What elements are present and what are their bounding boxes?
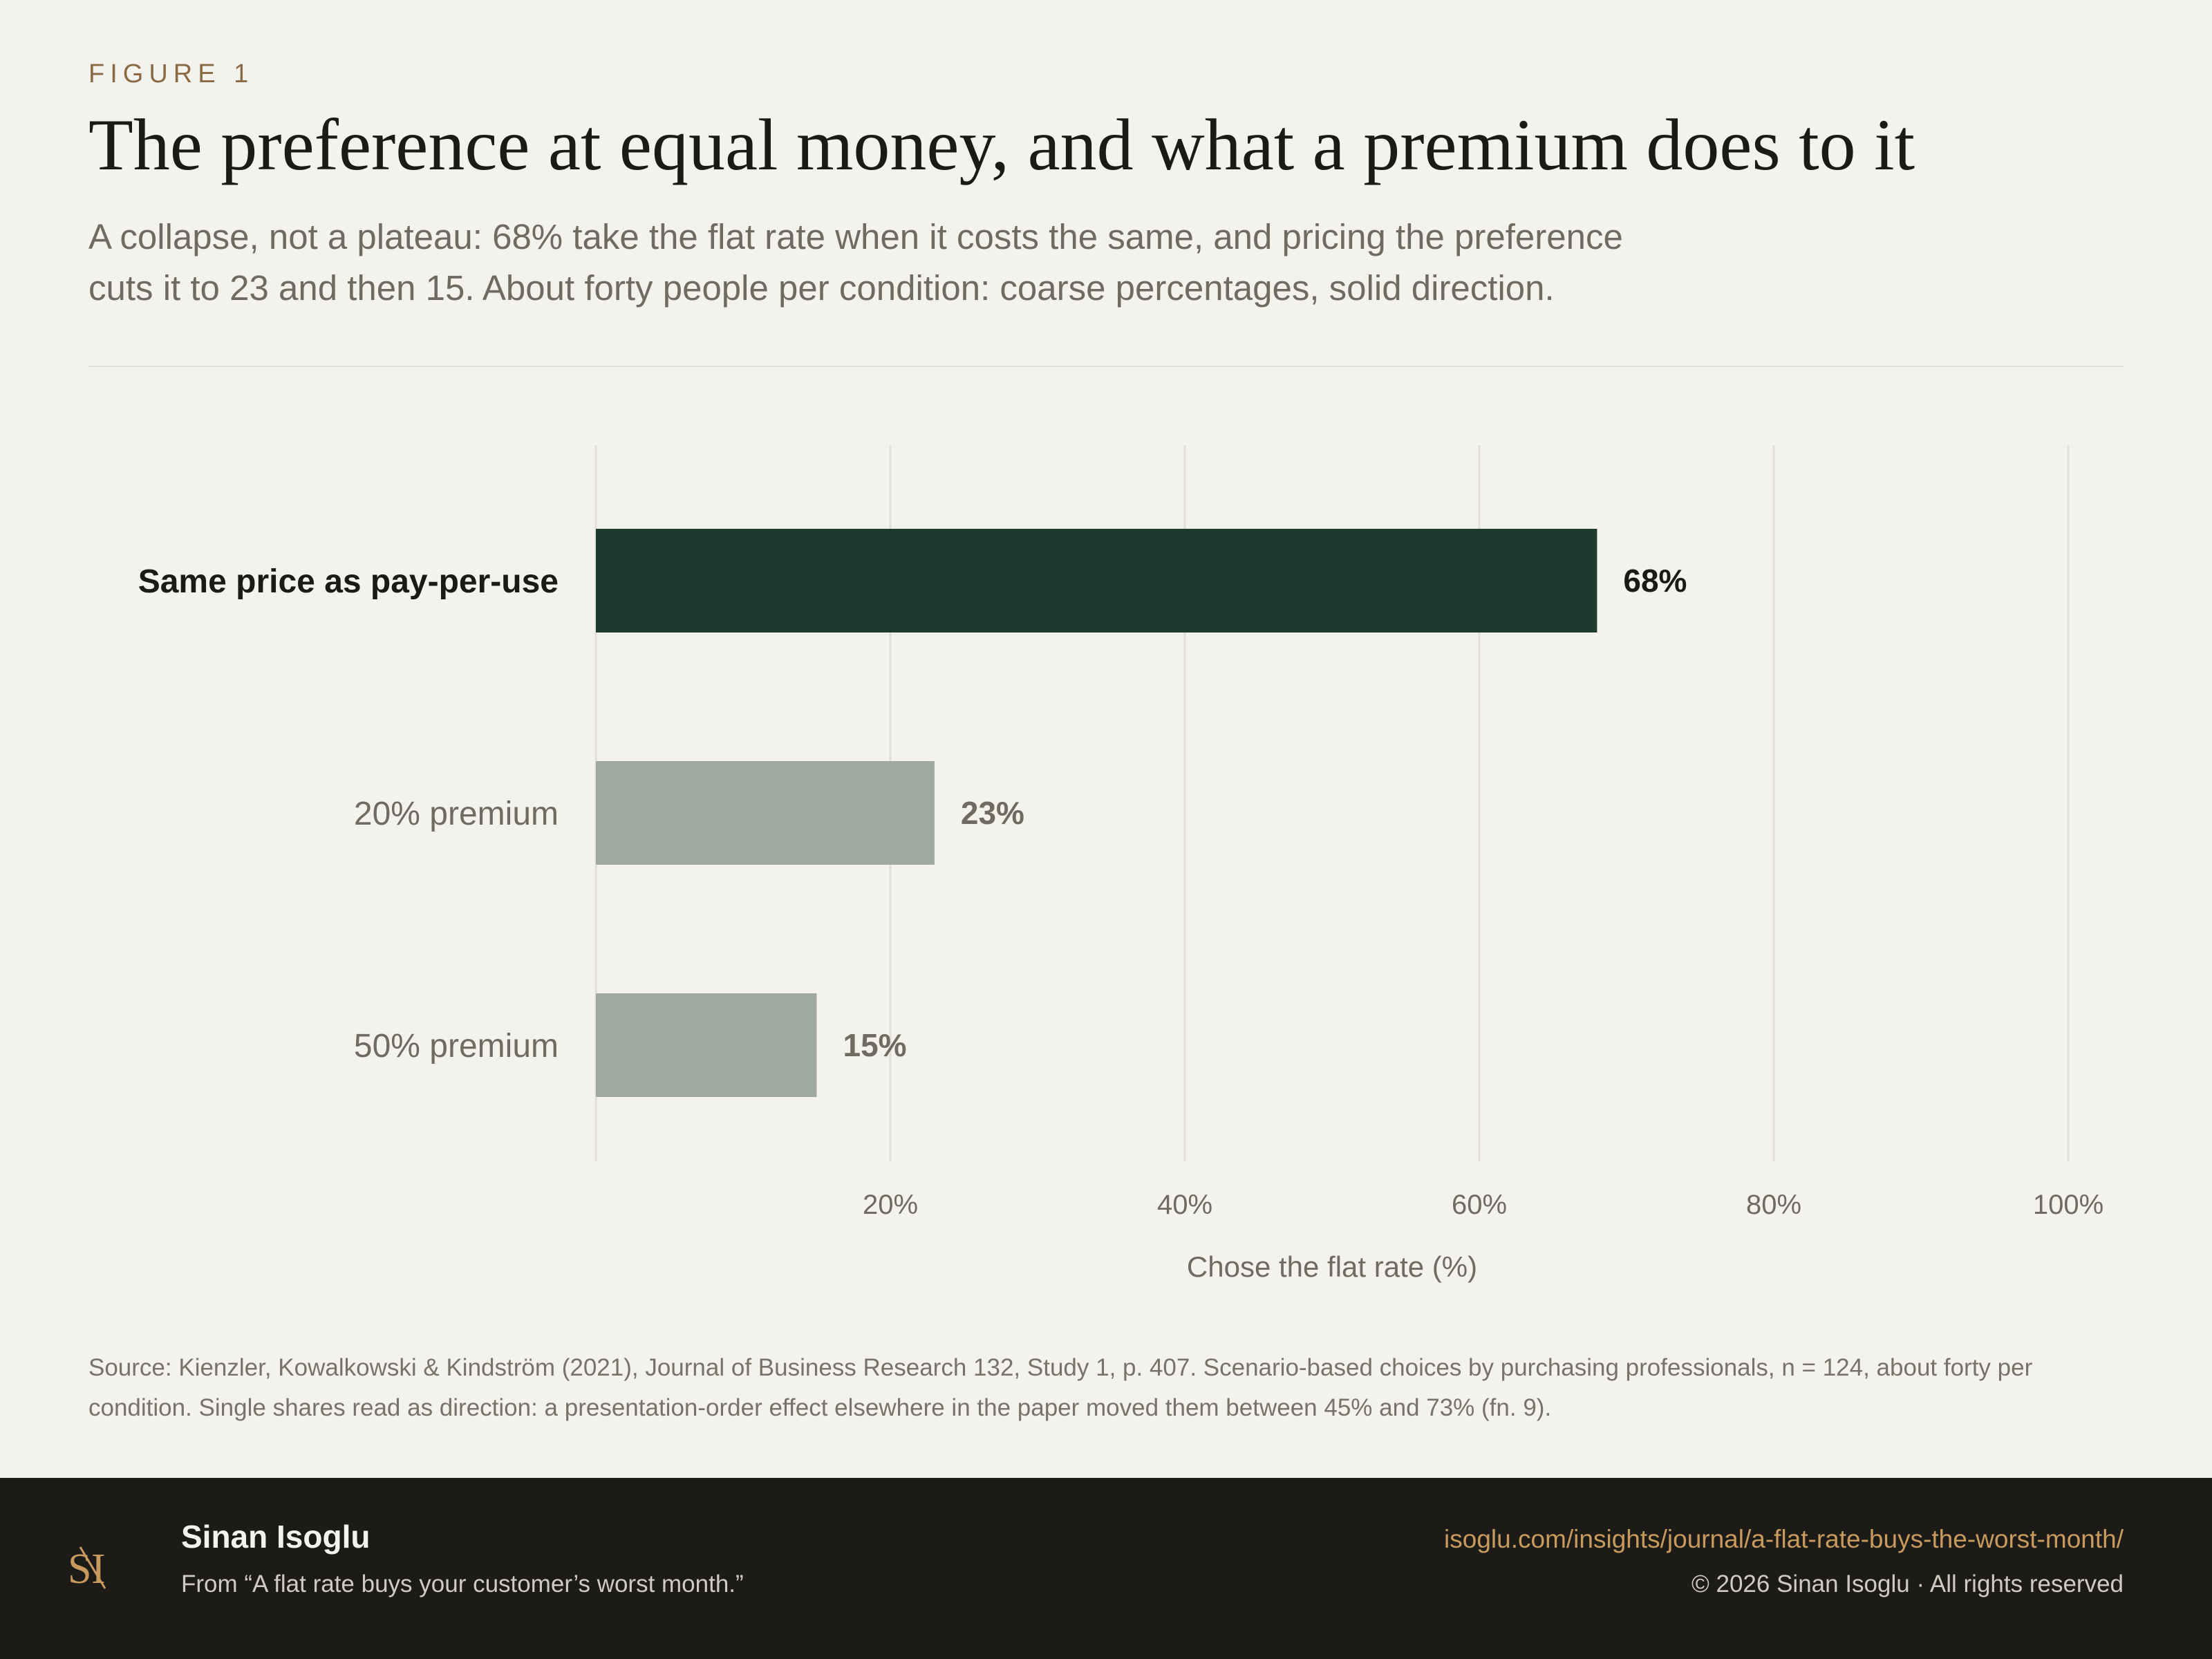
bar <box>596 761 935 865</box>
x-tick-label: 20% <box>863 1190 918 1220</box>
x-tick-label: 60% <box>1452 1190 1507 1220</box>
source-note: Source: Kienzler, Kowalkowski & Kindströ… <box>88 1354 2033 1421</box>
header-divider <box>88 366 2124 367</box>
bar <box>596 993 817 1097</box>
article-reference: From “A flat rate buys your customer’s w… <box>181 1571 744 1597</box>
value-label: 23% <box>961 795 1024 831</box>
copyright: © 2026 Sinan Isoglu · All rights reserve… <box>1691 1571 2124 1597</box>
category-label: Same price as pay-per-use <box>138 563 559 600</box>
article-url[interactable]: isoglu.com/insights/journal/a-flat-rate-… <box>1444 1525 2124 1553</box>
svg-text:I: I <box>91 1546 106 1593</box>
figure-label: FIGURE 1 <box>88 59 254 88</box>
chart-title: The preference at equal money, and what … <box>88 104 1915 185</box>
category-label: 50% premium <box>354 1028 559 1065</box>
author-name: Sinan Isoglu <box>181 1519 371 1555</box>
si-monogram-icon: S I <box>68 1546 106 1593</box>
footer: S I Sinan Isoglu From “A flat rate buys … <box>0 1478 2212 1659</box>
svg-text:S: S <box>68 1546 91 1593</box>
value-label: 15% <box>843 1027 907 1063</box>
bar <box>596 529 1597 632</box>
x-tick-label: 80% <box>1746 1190 1801 1220</box>
value-label: 68% <box>1623 563 1687 599</box>
chart-subtitle: A collapse, not a plateau: 68% take the … <box>88 217 1623 308</box>
bar-chart: 20% 40% 60% 80% 100% Same price as pay-per-us… <box>138 445 2103 1283</box>
x-tick-label: 100% <box>2033 1190 2103 1220</box>
x-axis-title: Chose the flat rate (%) <box>1187 1250 1477 1283</box>
category-label: 20% premium <box>354 796 559 832</box>
x-tick-label: 40% <box>1157 1190 1212 1220</box>
